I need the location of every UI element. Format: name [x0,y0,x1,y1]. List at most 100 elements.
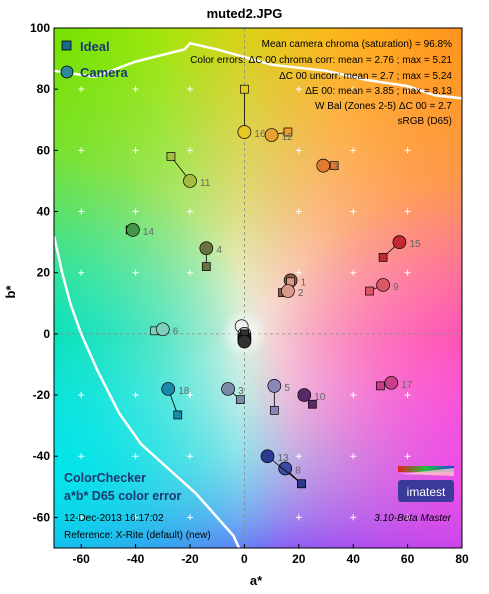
chart-title: muted2.JPG [206,6,283,21]
logo-box [398,480,454,502]
ideal-marker [378,253,388,262]
grid-plus [350,453,357,460]
version-text: 3.10-Beta Master [374,513,451,524]
info-line-6: sRGB (D65) [398,116,452,127]
patch-label: 11 [200,178,211,189]
legend-camera-label: Camera [80,65,128,80]
grid-plus [404,147,411,154]
ideal-marker [365,286,374,296]
info-panel: Mean camera chroma (saturation) = 96.8% C… [190,39,452,127]
patch-11: 11 [166,152,211,189]
grid-plus [295,147,302,154]
logo-color-bar [398,466,454,472]
info-line-3: ΔC 00 uncorr: mean = 2.7 ; max = 5.24 [279,71,452,82]
patch-7: 7 [316,158,339,174]
ideal-marker [329,161,339,170]
patch-18: 18 [161,382,190,420]
grid-plus [295,453,302,460]
camera-marker [126,223,140,237]
patch-label: 15 [409,239,421,250]
grid-plus [132,392,139,399]
grid-plus [295,86,302,93]
patch-24 [237,329,252,349]
camera-marker [376,278,390,292]
date-stamp: 12-Dec-2013 16:17:02 [64,513,164,524]
y-tick-label: 0 [43,327,50,341]
x-tick-label: -40 [127,552,145,566]
patch-4: 4 [199,241,222,271]
grid-plus [350,514,357,521]
grid-plus [295,208,302,215]
grid-plus [78,86,85,93]
patch-5: 5 [267,379,290,415]
ideal-marker [269,406,279,415]
camera-marker [384,375,399,390]
y-tick-label: 40 [37,205,51,219]
patch-13: 13 [260,449,306,489]
patch-12: 12 [264,127,293,143]
patch-label: 8 [295,465,301,476]
plot-frame [53,27,463,549]
y-tick-label: 80 [37,82,51,96]
legend: Ideal Camera [60,39,128,80]
camera-marker [199,241,214,256]
camera-marker [297,388,312,402]
patch-label: 10 [314,392,326,403]
grid-plus [132,147,139,154]
legend-camera-circle [60,65,74,79]
patch-15: 15 [378,235,421,262]
y-tick-label: -20 [33,388,51,402]
grid-plus [78,208,85,215]
ideal-marker [166,152,176,161]
grid-plus [404,392,411,399]
grid-plus [187,269,193,276]
grid-plus [350,269,357,276]
grid-plus [132,208,139,215]
gamut-boundary [52,41,463,549]
y-tick-label: -60 [33,510,51,524]
x-tick-label: 40 [347,552,361,566]
grid-plus [404,208,411,215]
y-axis-ticks: -60 -40 -20 0 20 40 60 80 100 [30,21,58,524]
patch-10: 10 [297,388,326,409]
grid-plus [187,147,193,154]
camera-marker [281,284,295,298]
grid-plus [78,269,85,276]
camera-marker [183,174,197,188]
grid-plus [404,86,411,93]
chromaticity-background [54,28,462,548]
info-line-1: Mean camera chroma (saturation) = 96.8% [262,39,452,50]
y-tick-label: 100 [30,21,50,35]
grid-plus [187,453,193,460]
patch-16: 16 [237,84,266,140]
ideal-marker [283,127,293,137]
gamut-line-left [52,235,241,549]
camera-marker [161,382,176,396]
plot-border [53,27,463,549]
grid-plus [187,86,193,93]
x-tick-label: 60 [401,552,415,566]
grid-plus [295,514,302,521]
patch-2: 2 [281,277,304,299]
camera-marker [155,322,170,337]
camera-marker [237,334,252,349]
y-tick-label: -40 [33,449,51,463]
patch-label: 2 [298,288,304,299]
ideal-marker [240,84,249,94]
info-line-2: Color errors: ΔC 00 chroma corr: mean = … [190,55,452,66]
camera-marker [221,382,235,396]
grid-plus [132,269,139,276]
patch-label: 17 [401,380,413,391]
patch-label: 14 [143,227,155,238]
patch-label: 18 [178,386,190,397]
camera-marker [237,125,252,139]
x-tick-label: 20 [292,552,306,566]
ideal-marker [235,395,245,404]
x-tick-label: 80 [455,552,469,566]
grid-plus [350,208,357,215]
grid-plus [78,453,85,460]
grid-plus [350,86,357,93]
bg-magenta [54,28,462,548]
grid-plus [404,269,411,276]
info-line-4: ΔE 00: mean = 3.85 ; max = 8.13 [305,86,452,97]
